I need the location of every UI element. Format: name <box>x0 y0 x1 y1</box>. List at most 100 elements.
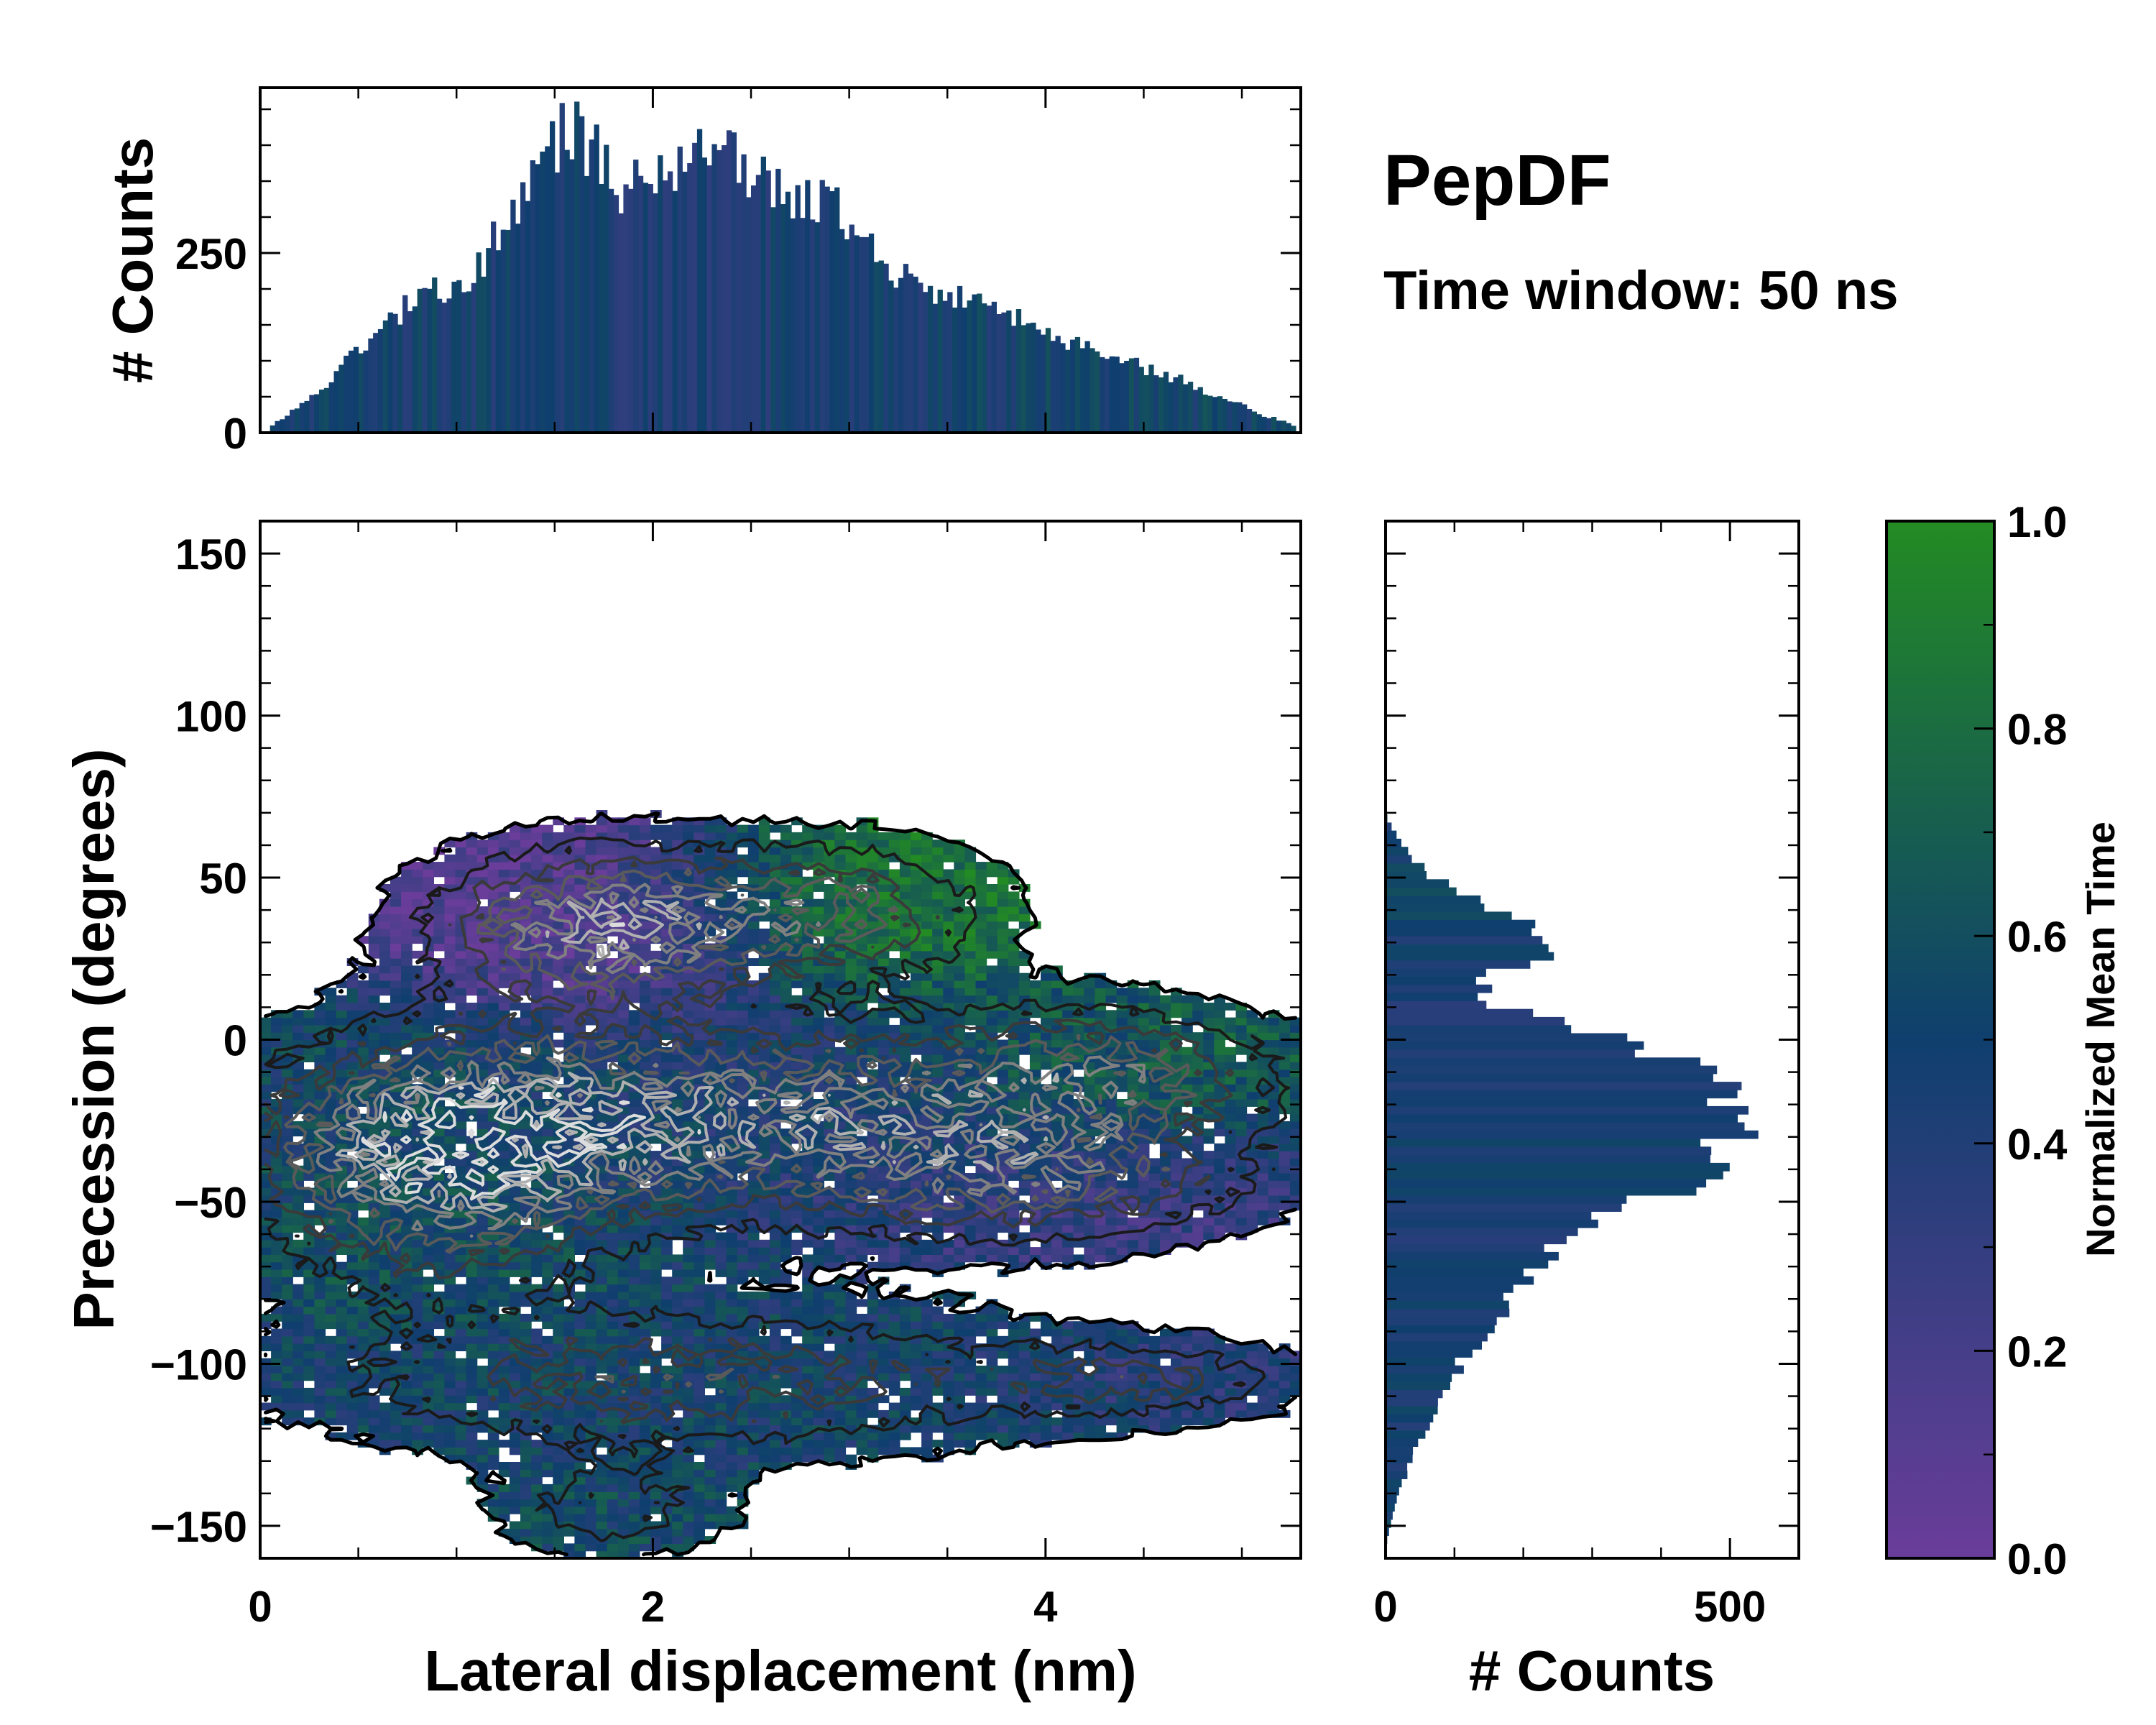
heatmap-cell <box>639 1062 651 1070</box>
heatmap-cell <box>531 1062 543 1070</box>
heatmap-cell <box>1148 1358 1161 1366</box>
heatmap-cell <box>1029 1366 1041 1374</box>
heatmap-cell <box>661 1380 673 1389</box>
heatmap-cell <box>791 1417 803 1426</box>
heatmap-cell <box>1246 1225 1258 1233</box>
heatmap-cell <box>661 1069 673 1077</box>
heatmap-cell <box>672 1062 683 1070</box>
heatmap-cell <box>704 1247 717 1255</box>
heatmap-cell <box>737 1328 749 1337</box>
heatmap-cell <box>520 1425 532 1433</box>
heatmap-cell <box>997 1373 1009 1381</box>
heatmap-cell <box>520 1506 532 1514</box>
top-histogram-bar <box>1153 375 1159 433</box>
heatmap-cell <box>997 1165 1009 1174</box>
heatmap-cell <box>899 1409 911 1418</box>
heatmap-cell <box>694 1284 705 1292</box>
top-histogram-bar <box>1163 372 1169 433</box>
heatmap-cell <box>921 1225 933 1233</box>
heatmap-cell <box>292 1254 304 1263</box>
heatmap-cell <box>520 1299 532 1307</box>
heatmap-cell <box>444 1306 456 1315</box>
top-histogram-bar <box>584 175 590 433</box>
heatmap-cell <box>683 1536 694 1544</box>
heatmap-cell <box>487 1151 499 1159</box>
heatmap-cell <box>921 1380 933 1389</box>
heatmap-cell <box>791 1062 803 1070</box>
heatmap-cell <box>585 1195 597 1203</box>
heatmap-cell <box>260 1239 272 1248</box>
heatmap-cell <box>412 1173 423 1181</box>
heatmap-cell <box>1148 1239 1161 1248</box>
heatmap-cell <box>498 1313 510 1322</box>
top-histogram-bar <box>878 260 884 433</box>
heatmap-cell <box>1246 1158 1258 1167</box>
heatmap-cell <box>932 1440 944 1448</box>
heatmap-cell <box>1018 1165 1031 1174</box>
heatmap-cell <box>769 1417 781 1426</box>
heatmap-cell <box>314 1387 326 1396</box>
top-histogram-bar <box>1084 341 1090 433</box>
heatmap-cell <box>964 1313 977 1322</box>
top-histogram-bar <box>377 328 384 433</box>
heatmap-cell <box>877 1380 890 1389</box>
heatmap-cell <box>303 1217 315 1225</box>
heatmap-cell <box>444 1284 456 1292</box>
heatmap-cell <box>466 1462 478 1470</box>
heatmap-cell <box>661 1491 673 1500</box>
heatmap-cell <box>683 1543 694 1552</box>
heatmap-cell <box>802 1380 814 1389</box>
heatmap-cell <box>780 1180 792 1189</box>
heatmap-cell <box>596 1306 608 1315</box>
heatmap-cell <box>433 1291 445 1300</box>
heatmap-cell <box>975 1402 987 1411</box>
heatmap-cell <box>1105 1321 1118 1330</box>
heatmap-cell <box>1279 1351 1291 1359</box>
heatmap-cell <box>1138 1417 1150 1426</box>
heatmap-cell <box>758 1276 770 1285</box>
heatmap-cell <box>813 1254 824 1263</box>
heatmap-cell <box>943 1432 954 1440</box>
heatmap-cell <box>607 1402 619 1411</box>
heatmap-cell <box>509 1462 521 1470</box>
heatmap-cell <box>975 1232 987 1241</box>
heatmap-cell <box>997 1335 1009 1344</box>
heatmap-cell <box>964 1358 977 1366</box>
heatmap-cell <box>747 1402 760 1411</box>
heatmap-cell <box>282 1173 293 1181</box>
heatmap-cell <box>260 1195 272 1203</box>
heatmap-cell <box>1008 1210 1020 1218</box>
top-histogram-bar <box>500 229 506 433</box>
heatmap-cell <box>661 1425 673 1433</box>
heatmap-cell <box>1008 1113 1020 1122</box>
heatmap-cell <box>401 1328 413 1337</box>
heatmap-cell <box>271 1373 282 1381</box>
heatmap-cell <box>694 1291 705 1300</box>
heatmap-cell <box>758 1462 770 1470</box>
heatmap-cell <box>487 1351 499 1359</box>
heatmap-cell <box>954 1409 965 1418</box>
heatmap-cell <box>911 1351 922 1359</box>
heatmap-cell <box>672 1373 683 1381</box>
top-histogram-bar <box>623 184 629 433</box>
heatmap-cell <box>975 1328 987 1337</box>
heatmap-cell <box>412 1313 423 1322</box>
top-histogram-bar <box>309 395 315 433</box>
heatmap-cell <box>1073 1417 1084 1426</box>
heatmap-cell <box>888 1409 900 1418</box>
heatmap-cell <box>336 1351 348 1359</box>
heatmap-cell <box>1095 1225 1107 1233</box>
heatmap-cell <box>845 1343 857 1351</box>
heatmap-cell <box>683 1254 694 1263</box>
heatmap-cell <box>650 1476 662 1485</box>
heatmap-cell <box>1171 1358 1182 1366</box>
heatmap-cell <box>531 1247 543 1255</box>
heatmap-cell <box>661 1409 673 1418</box>
heatmap-cell <box>1116 1351 1128 1359</box>
heatmap-cell <box>1051 1402 1063 1411</box>
heatmap-cell <box>303 1335 315 1344</box>
heatmap-cell <box>1268 1380 1280 1389</box>
heatmap-cell <box>314 1328 326 1337</box>
heatmap-cell <box>585 1358 597 1366</box>
heatmap-cell <box>553 1299 564 1307</box>
